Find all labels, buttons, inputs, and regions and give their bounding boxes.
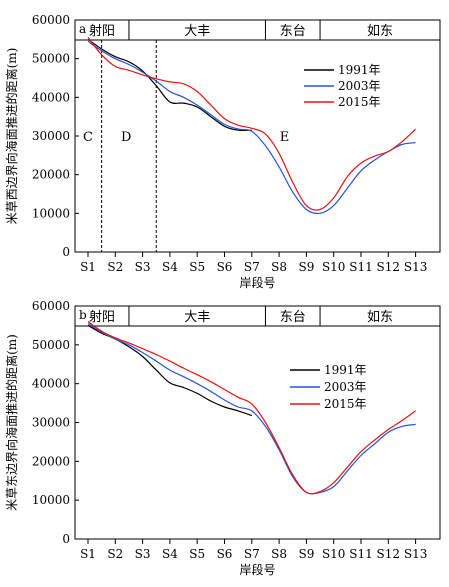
x-tick-label: S4: [162, 260, 178, 274]
x-tick-label: S6: [217, 260, 233, 274]
y-tick-label: 60000: [32, 299, 70, 313]
y-tick-label: 50000: [32, 338, 70, 352]
legend-label: 2003年: [338, 79, 381, 93]
series-line: [87, 40, 416, 215]
panel-label: b: [79, 308, 87, 322]
panel-label: a: [79, 22, 86, 36]
region-label: 大丰: [184, 310, 210, 325]
series-line: [87, 37, 417, 211]
region-label: 东台: [280, 310, 306, 325]
x-tick-label: S12: [377, 260, 401, 274]
x-tick-label: S7: [244, 547, 260, 561]
legend-label: 1991年: [324, 363, 367, 377]
x-tick-label: S13: [404, 260, 428, 274]
y-tick-label: 40000: [32, 90, 70, 104]
x-tick-label: S11: [349, 547, 373, 561]
y-tick-label: 30000: [32, 416, 70, 430]
y-tick-label: 60000: [32, 13, 70, 27]
y-axis-title: 米草东边界向海面推进的距离(m): [4, 334, 19, 511]
x-tick-label: S12: [377, 547, 401, 561]
y-axis-title: 米草西边界向海面推进的距离(m): [4, 48, 19, 225]
y-tick-label: 50000: [32, 52, 70, 66]
legend-label: 2015年: [324, 397, 367, 411]
series-line: [87, 38, 252, 132]
x-tick-label: S6: [217, 547, 233, 561]
y-tick-label: 40000: [32, 377, 70, 391]
y-tick-label: 20000: [32, 454, 70, 468]
x-tick-label: S9: [298, 260, 314, 274]
zone-label: D: [121, 130, 131, 145]
y-tick-label: 0: [62, 532, 70, 546]
legend-label: 2003年: [324, 380, 367, 394]
x-tick-label: S10: [322, 260, 346, 274]
y-tick-label: 0: [62, 245, 70, 259]
x-axis-title: 岸段号: [239, 275, 275, 290]
x-tick-label: S8: [271, 547, 287, 561]
region-label: 如东: [367, 23, 393, 39]
x-tick-label: S9: [298, 547, 314, 561]
legend-label: 1991年: [338, 63, 381, 77]
x-tick-label: S1: [80, 260, 96, 274]
x-tick-label: S11: [349, 260, 373, 274]
region-label: 射阳: [89, 309, 115, 325]
x-tick-label: S7: [244, 260, 260, 274]
x-tick-label: S1: [80, 547, 96, 561]
region-label: 射阳: [89, 23, 115, 39]
x-tick-label: S13: [404, 547, 428, 561]
plot-frame: [74, 305, 441, 540]
y-tick-label: 20000: [32, 168, 70, 182]
x-tick-label: S4: [162, 547, 178, 561]
region-label: 如东: [367, 309, 393, 325]
zone-label: C: [83, 130, 93, 145]
y-tick-label: 10000: [32, 206, 70, 220]
x-tick-label: S2: [107, 547, 123, 561]
region-label: 东台: [280, 24, 306, 39]
x-tick-label: S10: [322, 547, 346, 561]
legend-label: 2015年: [338, 95, 381, 109]
x-tick-label: S3: [135, 547, 151, 561]
panel-a: 0 10000 20000 30000 40000 50000 60000 S1 S2 S3 S4 S…: [4, 13, 441, 290]
x-axis-title: 岸段号: [239, 562, 275, 577]
series-line: [87, 322, 416, 495]
panel-b: 0 10000 20000 30000 40000 50000 60000 S1 S2 S3 S4 S…: [4, 299, 441, 577]
y-tick-label: 30000: [32, 129, 70, 143]
x-tick-label: S5: [189, 260, 205, 274]
zone-label: E: [280, 130, 290, 145]
x-tick-label: S2: [107, 260, 123, 274]
x-tick-label: S3: [135, 260, 151, 274]
y-tick-label: 10000: [32, 493, 70, 507]
series-line: [87, 321, 416, 495]
x-tick-label: S5: [189, 547, 205, 561]
region-label: 大丰: [184, 24, 210, 39]
x-tick-label: S8: [271, 260, 287, 274]
